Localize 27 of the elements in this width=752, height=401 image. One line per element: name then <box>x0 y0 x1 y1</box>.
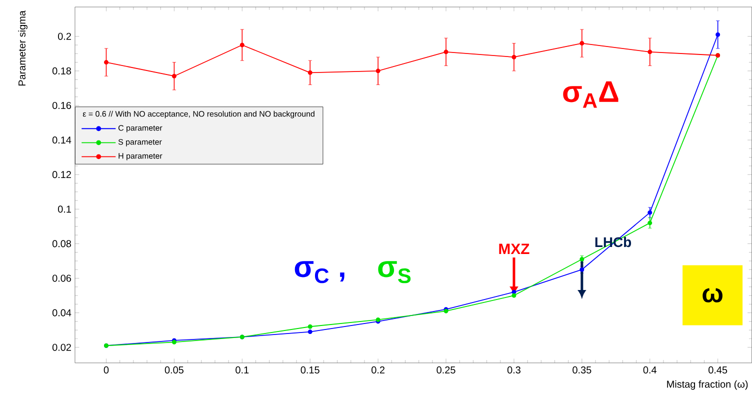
y-tick-label: 0.18 <box>52 67 72 74</box>
x-tick-label: 0.1 <box>236 366 249 374</box>
x-tick-label: 0.05 <box>164 366 184 374</box>
x-tick-label: 0.15 <box>300 366 320 374</box>
x-tick-label: 0.2 <box>372 366 384 374</box>
annotation: ω <box>702 288 722 302</box>
y-tick-label: 0.16 <box>52 102 72 110</box>
annotation: σ$_{C}$ , <box>294 261 344 284</box>
x-axis-title: Mistag fraction (ω) <box>667 380 748 390</box>
y-tick-label: 0.12 <box>52 171 71 178</box>
y-tick-label: 0.06 <box>52 274 72 282</box>
y-tick-label: 0.08 <box>52 240 72 248</box>
annotation: σ$_{A}$Δ <box>563 81 618 108</box>
x-tick-label: 0.3 <box>507 366 520 374</box>
annotation: MXZ <box>499 244 530 254</box>
annotation: σ$_{S}$ <box>378 261 411 284</box>
y-tick-label: 0.2 <box>58 32 71 40</box>
y-tick-label: 0.04 <box>52 309 72 316</box>
y-tick-label: 0.14 <box>52 136 72 144</box>
x-tick-label: 0.45 <box>708 366 728 374</box>
x-tick-label: 0.35 <box>572 366 592 374</box>
y-tick-label: 0.1 <box>58 206 71 213</box>
x-tick-label: 0.4 <box>643 366 657 374</box>
y-axis-title: Parameter sigma <box>18 10 28 86</box>
x-tick-label: 0 <box>104 366 109 374</box>
x-tick-label: 0.25 <box>436 366 456 374</box>
y-tick-label: 0.02 <box>52 344 71 351</box>
